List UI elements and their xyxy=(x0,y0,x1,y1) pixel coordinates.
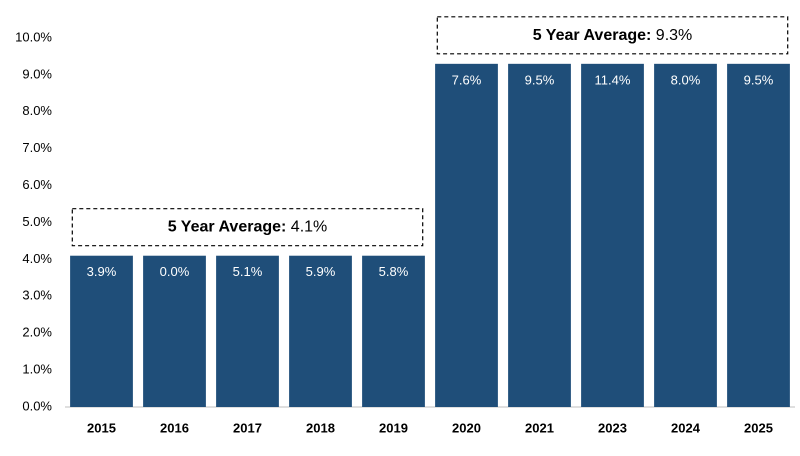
average-title: 5 Year Average: xyxy=(168,219,287,236)
y-tick-label: 6.0% xyxy=(22,177,52,192)
bar xyxy=(362,255,425,407)
value-label: 3.9% xyxy=(87,264,117,279)
y-tick-label: 8.0% xyxy=(22,103,52,118)
y-tick-label: 2.0% xyxy=(22,325,52,340)
average-value: 4.1% xyxy=(291,219,327,236)
x-tick-label: 2020 xyxy=(452,420,481,435)
bar xyxy=(216,255,279,407)
x-tick-label: 2018 xyxy=(306,420,335,435)
value-label: 5.1% xyxy=(233,264,263,279)
y-tick-label: 5.0% xyxy=(22,214,52,229)
average-title: 5 Year Average: xyxy=(533,27,652,44)
value-label: 5.8% xyxy=(379,264,409,279)
x-tick-label: 2023 xyxy=(598,420,627,435)
x-tick-label: 2025 xyxy=(744,420,773,435)
average-annotation: 5 Year Average: 9.3% xyxy=(533,27,693,44)
bar xyxy=(508,63,571,408)
average-box xyxy=(436,16,789,55)
y-tick-label: 10.0% xyxy=(15,29,52,44)
y-tick-label: 7.0% xyxy=(22,140,52,155)
bar xyxy=(727,63,790,408)
bar xyxy=(143,255,206,407)
value-label: 11.4% xyxy=(595,72,631,87)
x-tick-label: 2015 xyxy=(87,420,116,435)
value-label: 0.0% xyxy=(160,264,190,279)
bar xyxy=(70,255,133,407)
value-label: 8.0% xyxy=(671,72,701,87)
y-tick-label: 3.0% xyxy=(22,288,52,303)
bar xyxy=(289,255,352,407)
x-tick-label: 2016 xyxy=(160,420,189,435)
x-tick-label: 2024 xyxy=(671,420,701,435)
average-value: 9.3% xyxy=(656,27,692,44)
bar xyxy=(654,63,717,408)
bar xyxy=(435,63,498,408)
x-tick-label: 2017 xyxy=(233,420,262,435)
value-label: 7.6% xyxy=(452,72,482,87)
value-label: 9.5% xyxy=(525,72,555,87)
average-annotation: 5 Year Average: 4.1% xyxy=(168,219,328,236)
y-tick-label: 9.0% xyxy=(22,66,52,81)
x-tick-label: 2021 xyxy=(525,420,554,435)
average-box xyxy=(71,208,424,247)
bar xyxy=(581,63,644,408)
y-tick-label: 0.0% xyxy=(22,398,52,413)
value-label: 5.9% xyxy=(306,264,336,279)
y-tick-label: 4.0% xyxy=(22,251,52,266)
y-tick-label: 1.0% xyxy=(22,362,52,377)
x-tick-label: 2019 xyxy=(379,420,408,435)
value-label: 9.5% xyxy=(744,72,774,87)
